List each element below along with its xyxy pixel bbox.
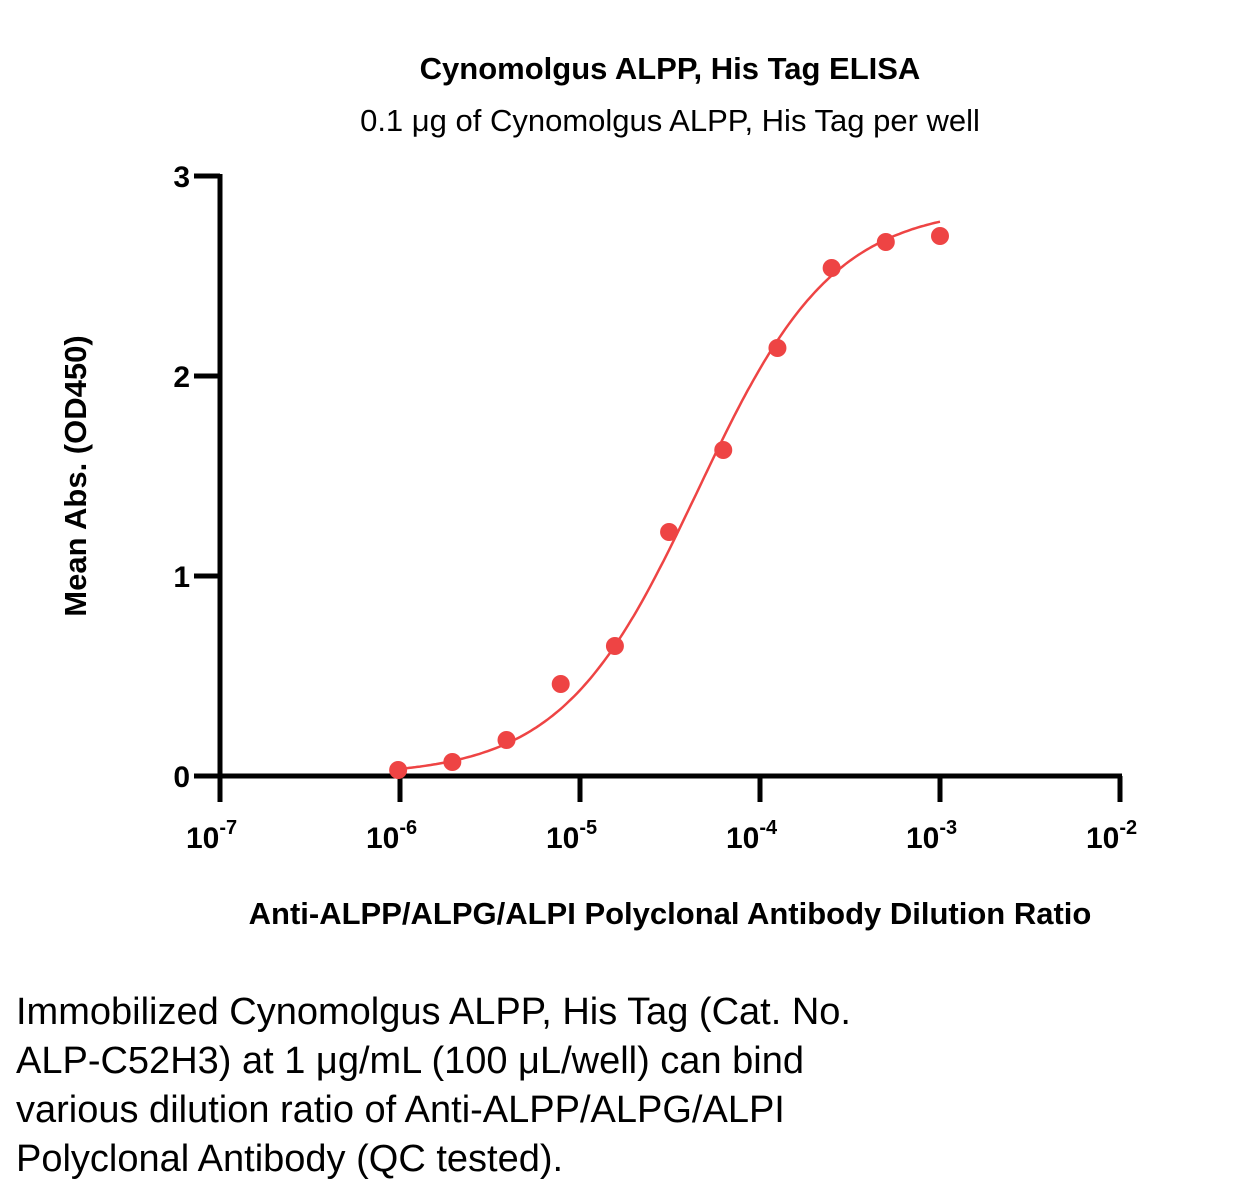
data-point <box>931 227 949 245</box>
data-point <box>497 731 516 749</box>
data-point <box>714 441 733 459</box>
y-tick-label: 3 <box>173 161 190 194</box>
caption-line-1: Immobilized Cynomolgus ALPP, His Tag (Ca… <box>16 991 851 1033</box>
y-tick-label: 1 <box>173 561 190 594</box>
elisa-chart: Cynomolgus ALPP, His Tag ELISA 0.1 μg of… <box>58 51 1137 931</box>
y-tick-label: 2 <box>173 361 190 394</box>
y-axis-label: Mean Abs. (OD450) <box>58 335 93 616</box>
data-point <box>389 761 408 779</box>
data-point <box>443 753 462 771</box>
chart-title: Cynomolgus ALPP, His Tag ELISA <box>420 51 921 86</box>
x-tick-label: 10-3 <box>906 817 957 855</box>
data-point <box>660 523 679 541</box>
x-axis-label: Anti-ALPP/ALPG/ALPI Polyclonal Antibody … <box>249 896 1092 931</box>
x-tick-label: 10-2 <box>1086 817 1137 855</box>
x-tick-label: 10-6 <box>366 817 417 855</box>
data-points <box>389 227 949 779</box>
x-tick-label: 10-5 <box>546 817 597 855</box>
y-tick-label: 0 <box>173 761 190 794</box>
data-point <box>822 259 841 277</box>
fit-curve <box>397 220 941 771</box>
caption-line-4: Polyclonal Antibody (QC tested). <box>16 1138 564 1180</box>
caption-line-3: various dilution ratio of Anti-ALPP/ALPG… <box>16 1089 785 1131</box>
axes <box>217 174 1122 779</box>
chart-subtitle: 0.1 μg of Cynomolgus ALPP, His Tag per w… <box>360 103 980 138</box>
axis-ticks: 0 1 2 3 10-7 10-6 10-5 10-4 10-3 10-2 <box>173 161 1137 855</box>
data-point <box>551 675 570 693</box>
data-point <box>768 339 787 357</box>
data-point <box>605 637 624 655</box>
data-point <box>876 233 895 251</box>
x-tick-label: 10-4 <box>726 817 778 855</box>
x-tick-label: 10-7 <box>186 817 237 855</box>
figure-caption: Immobilized Cynomolgus ALPP, His Tag (Ca… <box>16 988 1016 1184</box>
caption-line-2: ALP-C52H3) at 1 μg/mL (100 μL/well) can … <box>16 1040 804 1082</box>
